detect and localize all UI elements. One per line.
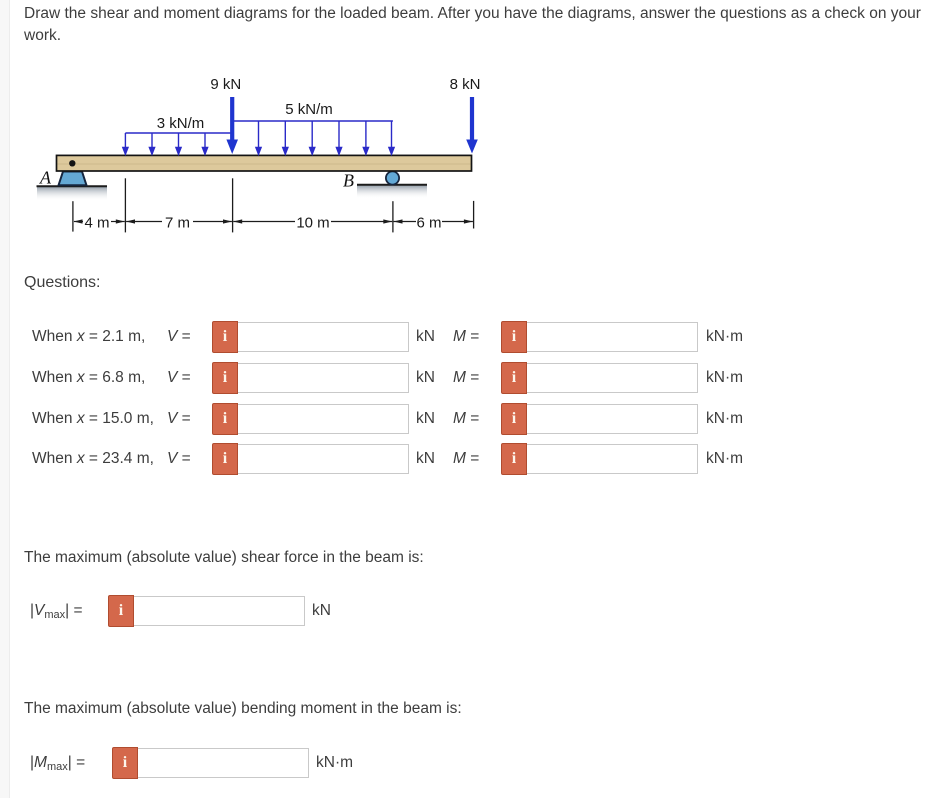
- svg-text:A: A: [39, 168, 52, 188]
- svg-text:7 m: 7 m: [165, 215, 190, 232]
- svg-text:8 kN: 8 kN: [450, 76, 481, 93]
- svg-text:3 kN/m: 3 kN/m: [157, 115, 205, 132]
- svg-text:4 m: 4 m: [84, 215, 109, 232]
- svg-text:B: B: [343, 171, 354, 191]
- svg-text:10 m: 10 m: [296, 215, 329, 232]
- svg-text:9 kN: 9 kN: [210, 76, 241, 93]
- svg-text:6 m: 6 m: [416, 215, 441, 232]
- svg-text:5 kN/m: 5 kN/m: [285, 101, 333, 118]
